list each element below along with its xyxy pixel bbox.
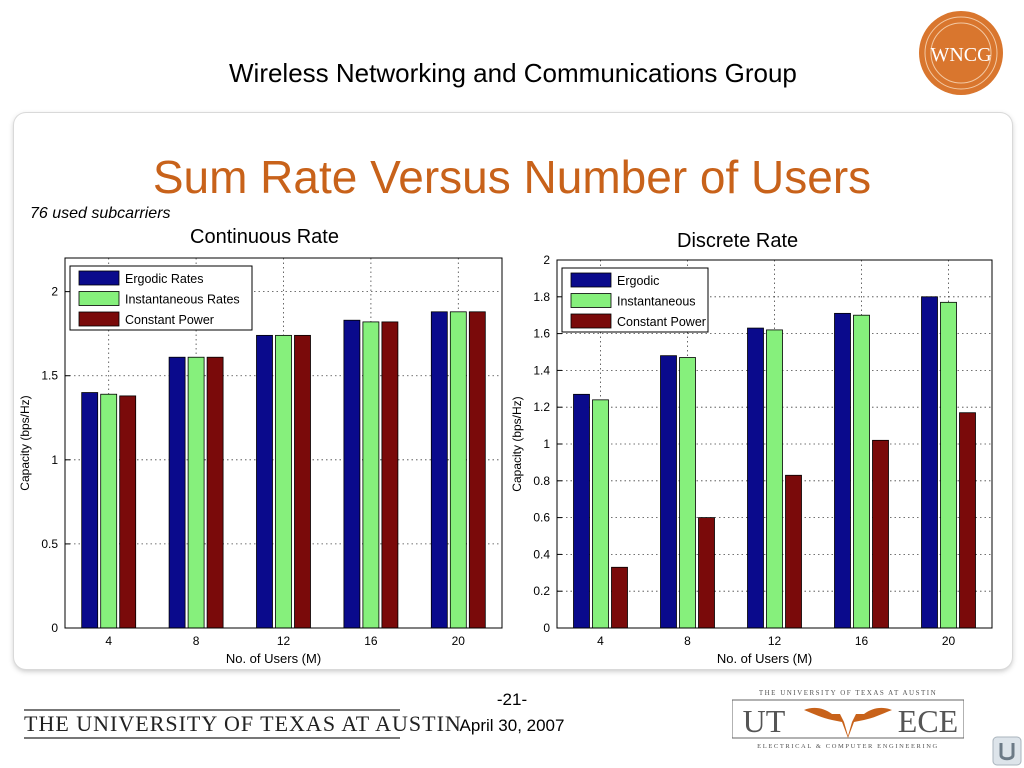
x-tick-label: 12: [768, 634, 782, 648]
page-number: -21-: [496, 690, 528, 709]
y-tick-label: 1.2: [533, 400, 550, 414]
subcarrier-note: 76 used subcarriers: [30, 205, 171, 222]
chart-caption-discrete: Discrete Rate: [677, 230, 799, 252]
bar-discrete-series2-cat0: [611, 566, 628, 629]
svg-text:ECE: ECE: [898, 703, 958, 739]
slide-date: April 30, 2007: [459, 716, 565, 735]
legend-label: Constant Power: [125, 313, 214, 327]
y-tick-label: 2: [51, 285, 58, 299]
svg-text:UT: UT: [743, 703, 786, 739]
y-tick-label: 2: [543, 253, 550, 267]
x-tick-label: 16: [364, 634, 378, 648]
legend-label: Ergodic: [617, 274, 659, 288]
x-axis-label: No. of Users (M): [226, 651, 321, 666]
legend-swatch: [570, 272, 612, 288]
y-tick-label: 0.4: [533, 547, 550, 561]
bar-discrete-series0-cat1: [660, 355, 677, 629]
wncg-logo: WNCG: [919, 11, 1003, 95]
y-tick-label: 1: [543, 437, 550, 451]
bar-discrete-series0-cat3: [834, 312, 851, 629]
org-title: Wireless Networking and Communications G…: [229, 58, 797, 88]
ut-ece-logo: THE UNIVERSITY OF TEXAS AT AUSTIN UT ECE…: [732, 689, 964, 750]
y-tick-label: 1.5: [41, 369, 58, 383]
plot-frame: [556, 259, 993, 629]
chart-caption-continuous: Continuous Rate: [190, 226, 339, 248]
legend-swatch: [570, 293, 612, 308]
bar-discrete-series1-cat2: [766, 329, 783, 629]
longhorn-icon: [804, 707, 892, 738]
plot-frame: [64, 257, 503, 629]
x-tick-label: 20: [452, 634, 466, 648]
y-tick-label: 0: [51, 621, 58, 635]
bar-discrete-series2-cat2: [785, 474, 802, 629]
x-tick-label: 16: [855, 634, 869, 648]
x-tick-label: 12: [277, 634, 291, 648]
bar-discrete-series0-cat2: [747, 327, 764, 629]
y-tick-label: 0.8: [533, 474, 550, 488]
legend-label: Instantaneous: [617, 295, 696, 309]
bar-discrete-series1-cat1: [679, 357, 696, 629]
footer-rule-top: [24, 709, 400, 711]
bar-discrete-series2-cat1: [698, 517, 715, 629]
bar-discrete-series0-cat4: [921, 296, 938, 629]
y-tick-label: 0: [543, 621, 550, 635]
svg-text:ELECTRICAL & COMPUTER ENGINEER: ELECTRICAL & COMPUTER ENGINEERING: [757, 743, 939, 750]
y-tick-label: 0.2: [533, 584, 550, 598]
svg-text:THE UNIVERSITY OF TEXAS AT AUS: THE UNIVERSITY OF TEXAS AT AUSTIN: [759, 689, 937, 697]
y-tick-label: 1: [51, 453, 58, 467]
legend-label: Ergodic Rates: [125, 272, 204, 286]
legend-swatch: [78, 270, 120, 286]
navigation-icon[interactable]: [992, 736, 1022, 766]
x-tick-label: 20: [942, 634, 956, 648]
x-tick-label: 4: [105, 634, 112, 648]
legend-swatch: [78, 311, 120, 327]
bar-discrete-series1-cat0: [592, 399, 609, 629]
y-tick-label: 0.6: [533, 511, 550, 525]
legend-swatch: [78, 291, 120, 306]
bar-discrete-series0-cat0: [573, 393, 590, 629]
y-tick-label: 1.4: [533, 363, 550, 377]
bar-discrete-series1-cat4: [940, 301, 957, 629]
slide-title: Sum Rate Versus Number of Users: [152, 151, 872, 203]
footer-rule-bottom: [24, 737, 400, 739]
bar-discrete-series2-cat4: [959, 412, 976, 629]
y-axis-label: Capacity (bps/Hz): [510, 396, 524, 491]
legend-label: Instantaneous Rates: [125, 293, 240, 307]
y-axis-label: Capacity (bps/Hz): [18, 395, 32, 490]
x-tick-label: 8: [193, 634, 200, 648]
wncg-logo-text: WNCG: [930, 44, 991, 66]
x-tick-label: 4: [597, 634, 604, 648]
bar-discrete-series1-cat3: [853, 314, 870, 629]
y-tick-label: 1.8: [533, 290, 550, 304]
legend-swatch: [570, 313, 612, 329]
legend-label: Constant Power: [617, 315, 706, 329]
x-axis-label: No. of Users (M): [717, 651, 812, 666]
x-tick-label: 8: [684, 634, 691, 648]
university-name: THE UNIVERSITY OF TEXAS AT AUSTIN: [24, 711, 462, 736]
bar-discrete-series2-cat3: [872, 439, 889, 629]
y-tick-label: 0.5: [41, 537, 58, 551]
y-tick-label: 1.6: [533, 327, 550, 341]
